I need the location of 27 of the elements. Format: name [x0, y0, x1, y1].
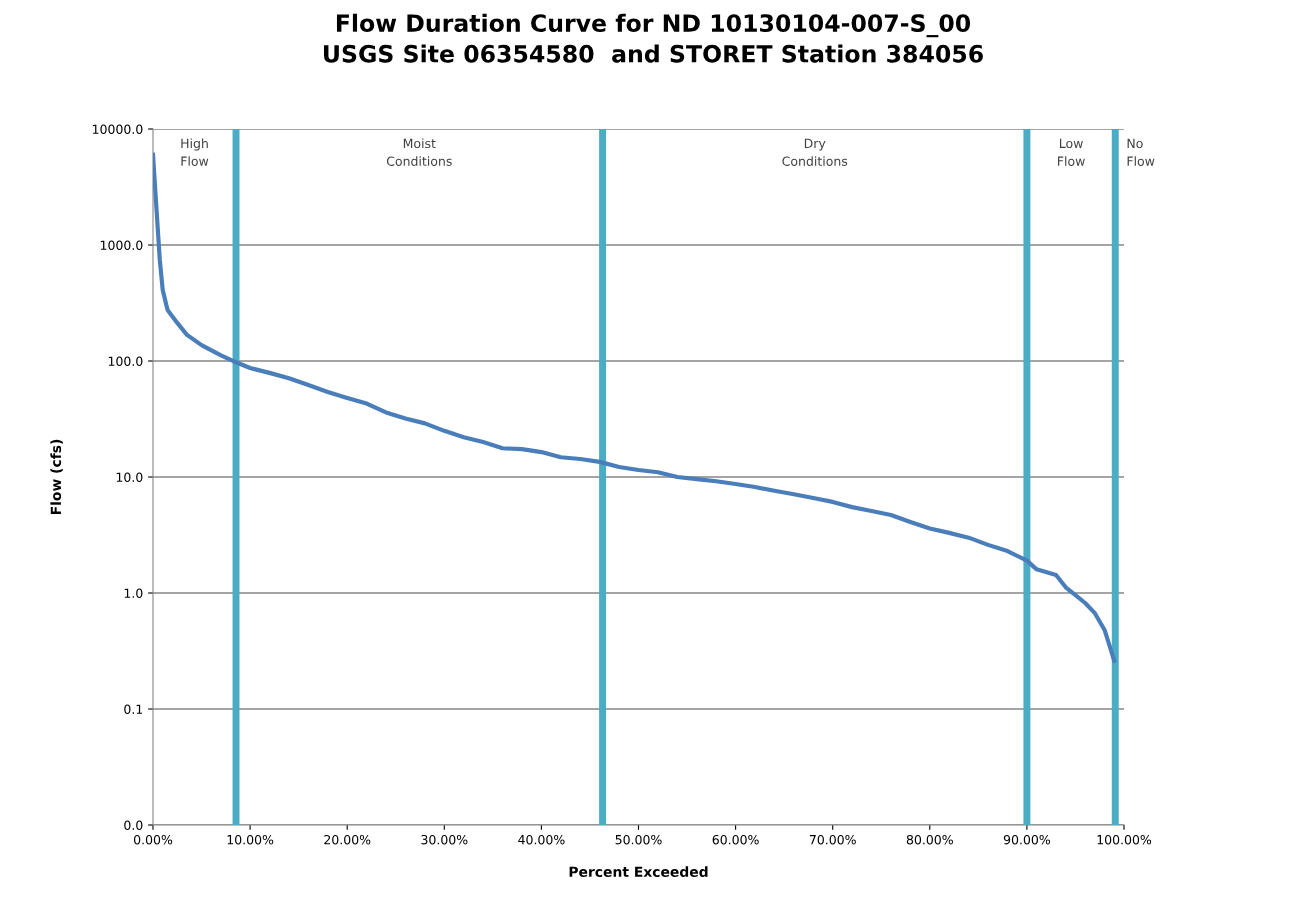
- y-tick-label: 0.0: [124, 820, 143, 830]
- x-tick-label: 0.00%: [133, 834, 173, 845]
- x-tick-label: 40.00%: [518, 834, 565, 845]
- y-tick-label: 10000.0: [92, 124, 143, 134]
- x-tick-label: 70.00%: [809, 834, 856, 845]
- y-tick-label: 10.0: [116, 472, 143, 482]
- annotation: Dry Conditions: [782, 138, 848, 166]
- y-tick-label: 1.0: [124, 588, 143, 598]
- x-tick-label: 100.00%: [1097, 834, 1152, 845]
- x-tick-label: 10.00%: [227, 834, 274, 845]
- y-tick-label: 0.1: [124, 704, 143, 714]
- x-tick-label: 60.00%: [712, 834, 759, 845]
- x-axis-title: Percent Exceeded: [569, 866, 708, 878]
- x-tick-label: 50.00%: [615, 834, 662, 845]
- text: No Flow: [1127, 138, 1155, 166]
- x-tick-label: 30.00%: [421, 834, 468, 845]
- y-tick-label: 100.0: [108, 356, 143, 366]
- annotation: Moist Conditions: [386, 138, 452, 166]
- x-tick-label: 20.00%: [324, 834, 371, 845]
- y-tick-label: 1000.0: [100, 240, 143, 250]
- x-tick-label: 80.00%: [906, 834, 953, 845]
- chart-title: Flow Duration Curve for ND 10130104-007-S_00 USGS Site 06354580 and STORET Station 384056: [323, 13, 983, 63]
- y-axis-title: Flow (cfs): [50, 439, 63, 515]
- annotation: High Flow: [181, 138, 209, 166]
- annotation: Low Flow: [1058, 138, 1085, 166]
- line-series: [153, 152, 1117, 663]
- x-tick-label: 90.00%: [1003, 834, 1051, 845]
